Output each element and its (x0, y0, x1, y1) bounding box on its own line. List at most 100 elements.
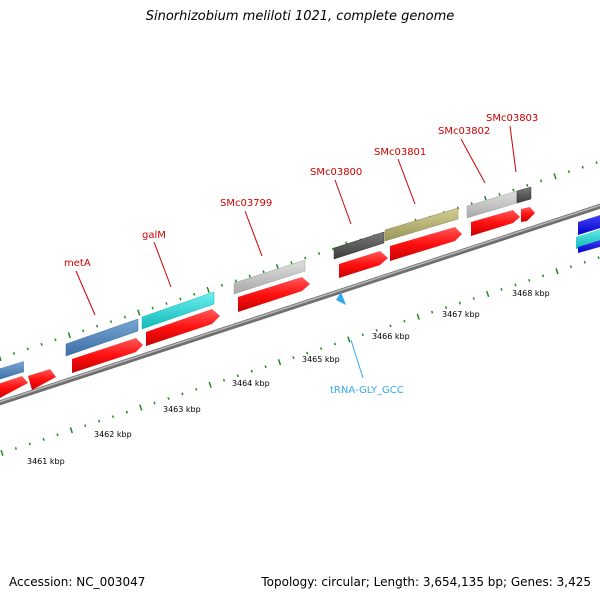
cds-arrow-metA[interactable] (72, 338, 143, 373)
gene-bar-SMc03803[interactable] (516, 186, 532, 204)
kbp-label-3468: 3468 kbp (512, 289, 550, 298)
position-tick-minor (181, 392, 184, 396)
trna-marker[interactable] (336, 292, 346, 305)
position-tick-minor (153, 401, 156, 405)
trna-label[interactable]: tRNA-GLY_GCC (330, 385, 404, 396)
outer-tick-minor (26, 347, 29, 351)
position-tick-minor (222, 378, 226, 382)
position-tick-minor (292, 356, 295, 360)
position-tick-minor (319, 347, 323, 350)
outer-tick-minor (179, 297, 182, 301)
genome-backbone (0, 203, 600, 406)
position-tick-minor (444, 306, 448, 310)
position-tick-minor (56, 433, 59, 437)
position-tick-minor (306, 351, 309, 355)
kbp-label-3461: 3461 kbp (27, 457, 65, 466)
gene-bar-SMc03800[interactable] (333, 231, 385, 260)
gene-bar-SMc03801[interactable] (384, 207, 459, 242)
gene-bar-partial-left[interactable] (0, 361, 24, 380)
position-tick-major (69, 427, 74, 434)
position-tick-major (416, 313, 420, 320)
outer-tick-minor (123, 315, 127, 319)
outer-tick-major (0, 355, 2, 362)
outer-tick-major (553, 173, 557, 180)
cds-arrow-partial-left-1[interactable] (0, 376, 28, 399)
position-tick-minor (583, 260, 586, 264)
gene-bar-SMc03799[interactable] (233, 259, 306, 295)
position-tick-minor (597, 256, 600, 260)
position-tick-minor (97, 419, 101, 423)
position-tick-major (347, 336, 351, 343)
kbp-label-3467: 3467 kbp (442, 310, 480, 319)
outer-tick-minor (193, 292, 196, 296)
gene-label-SMc03802[interactable]: SMc03802 (438, 126, 490, 137)
position-tick-minor (14, 447, 18, 450)
position-tick-minor (514, 283, 517, 287)
outer-tick-major (206, 286, 210, 293)
position-tick-minor (541, 274, 545, 278)
genome-summary-text: Topology: circular; Length: 3,654,135 bp… (261, 575, 591, 589)
label-leader-lines (75, 125, 517, 316)
gene-bar-right-cyan[interactable] (576, 226, 600, 249)
position-tick-minor (250, 369, 253, 373)
cds-arrow-SMc03800[interactable] (339, 251, 388, 278)
position-tick-minor (389, 324, 392, 328)
position-tick-major (555, 268, 559, 275)
kbp-label-3465: 3465 kbp (302, 355, 340, 364)
outer-tick-minor (498, 193, 501, 196)
position-tick-major (277, 359, 282, 366)
position-tick-minor (458, 301, 462, 305)
gene-label-SMc03801[interactable]: SMc03801 (374, 147, 426, 158)
position-tick-minor (375, 328, 378, 332)
position-tick-minor (500, 288, 503, 291)
gene-label-SMc03803[interactable]: SMc03803 (486, 113, 538, 124)
cds-arrow-SMc03802[interactable] (471, 210, 520, 236)
outer-tick-minor (331, 247, 335, 251)
position-tick-minor (167, 397, 170, 400)
outer-tick-minor (220, 283, 224, 287)
outer-tick-minor (248, 274, 251, 278)
outer-tick-minor (539, 179, 543, 183)
cds-arrow-track (0, 207, 535, 399)
cds-arrow-SMc03799[interactable] (238, 277, 310, 312)
outer-tick-minor (54, 338, 57, 342)
outer-tick-minor (165, 302, 168, 305)
position-tick-minor (333, 342, 337, 346)
gene-label-galM[interactable]: galM (142, 230, 166, 241)
position-tick-major (208, 381, 212, 388)
position-tick-minor (111, 415, 115, 419)
position-tick-minor (264, 365, 267, 369)
position-tick-minor (528, 278, 531, 282)
kbp-label-3464: 3464 kbp (232, 379, 270, 388)
outer-tick-minor (109, 320, 113, 324)
position-tick-minor (195, 387, 198, 391)
gene-bar-metA[interactable] (65, 318, 139, 357)
outer-tick-minor (40, 342, 43, 346)
gene-label-SMc03799[interactable]: SMc03799 (220, 198, 272, 209)
gene-label-SMc03800[interactable]: SMc03800 (310, 167, 362, 178)
outer-tick-major (67, 332, 72, 339)
cds-arrow-galM[interactable] (146, 309, 220, 346)
outer-tick-minor (95, 324, 99, 328)
gene-bar-right-blue[interactable] (578, 212, 600, 235)
trna-feature: tRNA-GLY_GCC (330, 292, 404, 396)
outer-tick-minor (512, 188, 515, 192)
cds-arrow-partial-left-2[interactable] (28, 369, 56, 390)
outer-tick-minor (151, 306, 154, 310)
position-tick-minor (430, 310, 434, 314)
outer-tick-minor (290, 261, 293, 265)
gene-bar-galM[interactable] (141, 291, 215, 330)
cds-arrow-SMc03801[interactable] (390, 227, 462, 261)
position-tick-major (0, 449, 4, 457)
outer-tick-minor (12, 352, 16, 355)
position-tick-major (139, 404, 143, 411)
gene-bar-right-blue-2[interactable] (578, 237, 600, 253)
gene-label-metA[interactable]: metA (64, 258, 91, 269)
position-tick-track (0, 256, 600, 457)
position-tick-minor (84, 424, 87, 428)
outer-tick-minor (581, 165, 584, 169)
kbp-label-3462: 3462 kbp (94, 430, 132, 439)
position-labels: 3461 kbp 3462 kbp 3463 kbp 3464 kbp 3465… (27, 289, 550, 466)
cds-arrow-SMc03803[interactable] (521, 207, 535, 222)
position-tick-minor (28, 442, 31, 446)
